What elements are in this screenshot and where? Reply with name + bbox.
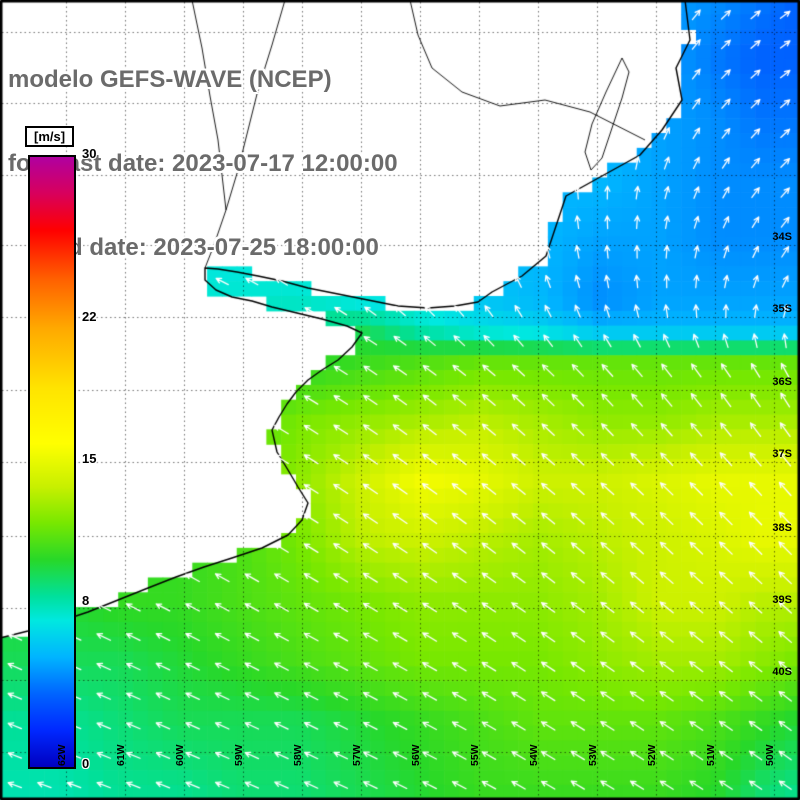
longitude-label: 56W (410, 744, 422, 766)
latitude-label: 37S (772, 448, 792, 460)
colorbar (28, 155, 76, 769)
longitude-label: 50W (764, 744, 776, 766)
longitude-label: 53W (587, 744, 599, 766)
longitude-label: 60W (174, 744, 186, 766)
longitude-label: 57W (351, 744, 363, 766)
longitude-label: 62W (56, 744, 68, 766)
colorbar-tick-label: 0 (82, 756, 90, 771)
longitude-label: 52W (646, 744, 658, 766)
longitude-label: 58W (292, 744, 304, 766)
colorbar-tick-label: 30 (82, 146, 97, 161)
latitude-label: 34S (772, 231, 792, 243)
latitude-label: 38S (772, 522, 792, 534)
latitude-label: 40S (772, 666, 792, 678)
latitude-label: 39S (772, 594, 792, 606)
longitude-label: 55W (469, 744, 481, 766)
longitude-label: 59W (233, 744, 245, 766)
latitude-label: 36S (772, 376, 792, 388)
colorbar-tick-label: 22 (82, 308, 97, 324)
longitude-label: 51W (705, 744, 717, 766)
colorbar-tick-label: 8 (82, 593, 90, 609)
latitude-label: 35S (772, 303, 792, 315)
model-title: modelo GEFS-WAVE (NCEP) (8, 66, 332, 93)
colorbar-units-label: [m/s] (25, 126, 75, 147)
longitude-label: 61W (115, 744, 127, 766)
colorbar-tick-label: 15 (82, 451, 97, 466)
longitude-label: 54W (528, 744, 540, 766)
